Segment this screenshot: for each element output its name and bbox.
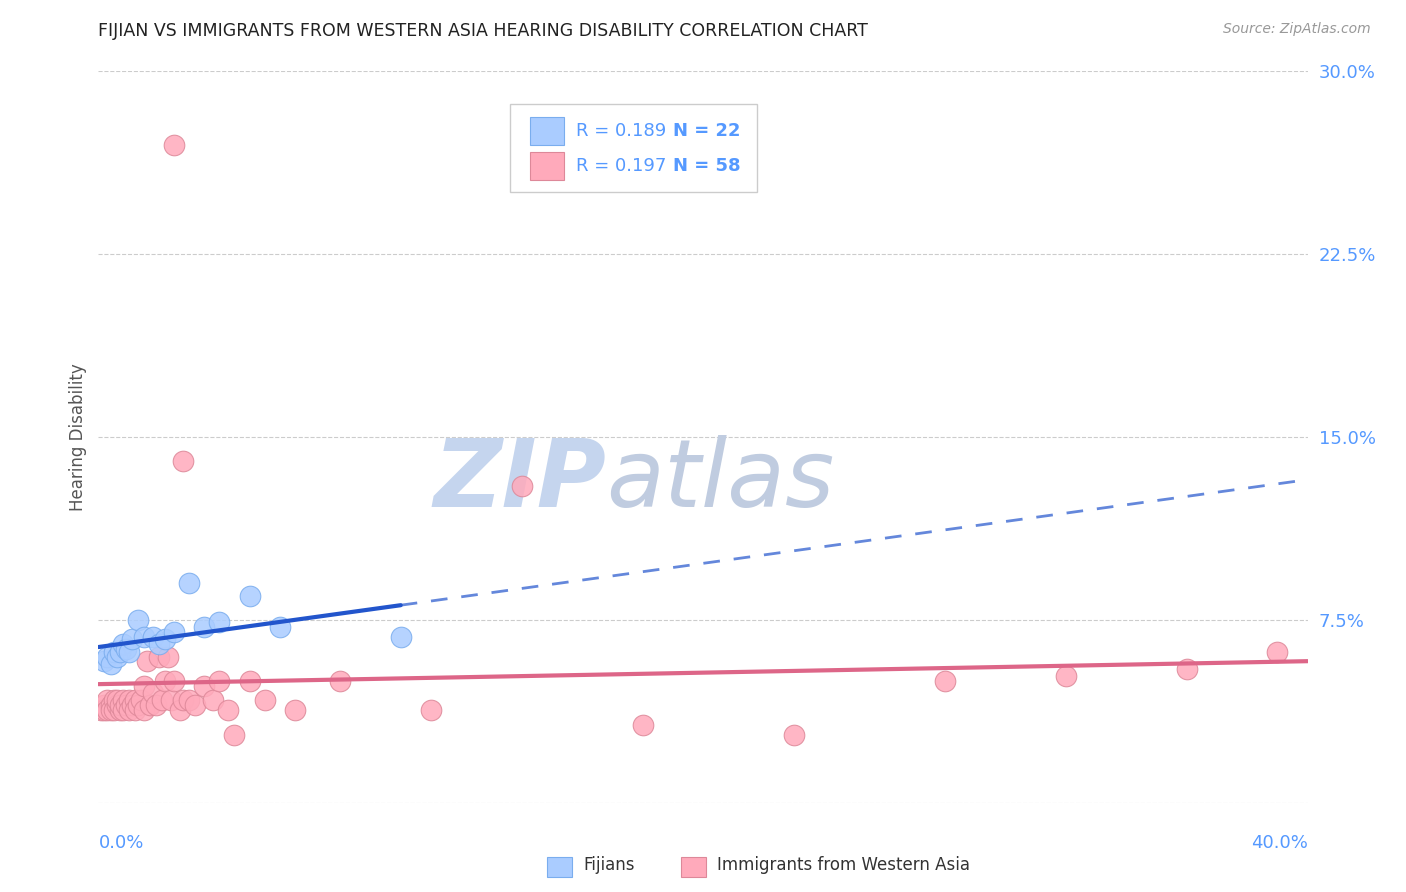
FancyBboxPatch shape [530,152,564,179]
Point [163,625,186,640]
Point [169,703,191,717]
Point [124,693,146,707]
Point [208,673,231,688]
Text: Source: ZipAtlas.com: Source: ZipAtlas.com [1223,22,1371,37]
Point [132,703,155,717]
Point [172,693,194,707]
Point [121,698,143,713]
Point [510,479,533,493]
Point [105,693,128,707]
Point [217,703,239,717]
Point [160,693,183,707]
Point [783,727,806,741]
Text: 40.0%: 40.0% [1251,834,1308,852]
Point [253,693,276,707]
Point [100,698,122,713]
Point [127,698,149,713]
Point [1267,645,1289,659]
Point [193,620,215,634]
Point [105,649,128,664]
Point [1175,662,1198,676]
Text: Fijians: Fijians [583,856,636,874]
Point [93,698,115,713]
Point [150,693,173,707]
Point [389,630,412,644]
Point [108,703,131,717]
Point [103,703,125,717]
Point [172,454,194,468]
Point [132,630,155,644]
Point [96,693,118,707]
Point [184,698,207,713]
Point [156,649,179,664]
Point [1054,669,1077,683]
Point [111,693,134,707]
Point [135,654,157,668]
Point [108,698,131,713]
Text: Immigrants from Western Asia: Immigrants from Western Asia [717,856,970,874]
Point [631,718,654,732]
Y-axis label: Hearing Disability: Hearing Disability [69,363,87,511]
Text: FIJIAN VS IMMIGRANTS FROM WESTERN ASIA HEARING DISABILITY CORRELATION CHART: FIJIAN VS IMMIGRANTS FROM WESTERN ASIA H… [98,22,869,40]
Point [139,698,162,713]
Point [420,703,443,717]
Point [153,632,176,647]
Point [934,673,956,688]
Point [108,645,131,659]
Text: 0.0%: 0.0% [98,834,143,852]
Point [284,703,307,717]
Point [111,637,134,651]
Point [127,613,149,627]
Point [148,637,170,651]
Text: R = 0.189: R = 0.189 [576,121,666,140]
Point [145,698,167,713]
Point [153,673,176,688]
Point [103,693,125,707]
Point [193,679,215,693]
Text: N = 58: N = 58 [673,157,741,175]
Point [90,703,112,717]
Point [239,673,262,688]
Text: atlas: atlas [606,435,835,526]
Point [142,686,165,700]
Point [179,693,201,707]
FancyBboxPatch shape [530,117,564,145]
Point [93,703,115,717]
Text: ZIP: ZIP [433,435,606,527]
Point [239,589,262,603]
Point [114,698,136,713]
Point [96,649,118,664]
Point [329,673,352,688]
Point [142,630,165,644]
Point [129,693,152,707]
Point [93,654,115,668]
Point [132,679,155,693]
Point [179,576,201,591]
Point [96,703,118,717]
Point [100,703,122,717]
Point [100,657,122,671]
Point [269,620,291,634]
Point [103,645,125,659]
Point [111,703,134,717]
Point [202,693,225,707]
Point [114,642,136,657]
Point [118,693,141,707]
Point [208,615,231,630]
Point [118,645,141,659]
Point [124,703,146,717]
Point [163,673,186,688]
Point [105,698,128,713]
Point [224,727,246,741]
Text: N = 22: N = 22 [673,121,741,140]
Point [148,649,170,664]
Text: R = 0.197: R = 0.197 [576,157,666,175]
Point [163,137,186,152]
FancyBboxPatch shape [509,104,758,192]
Point [118,703,141,717]
Point [121,632,143,647]
